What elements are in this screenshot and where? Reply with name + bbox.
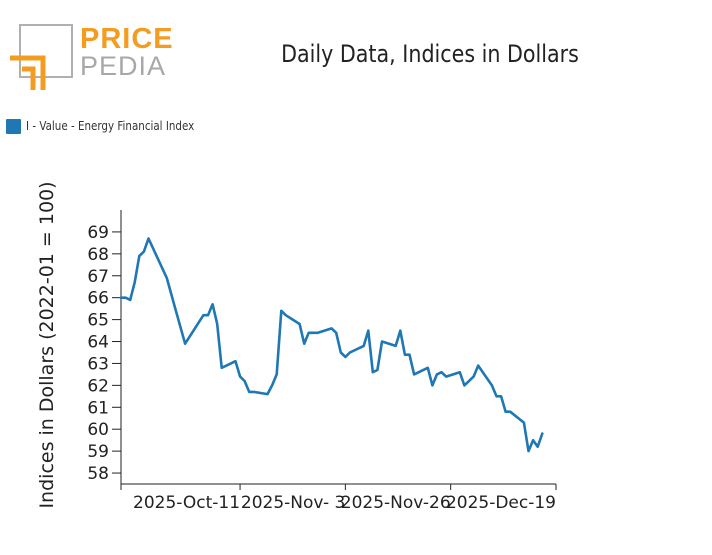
y-axis-label: Indices in Dollars (2022-01 = 100)	[36, 181, 58, 508]
x-tick-label: 2025-Nov- 3	[241, 493, 345, 513]
series-line	[119, 237, 544, 453]
logo-word-price: PRICE	[80, 23, 174, 55]
x-tick-label: 2025-Dec-19	[446, 493, 556, 513]
y-tick-label: 66	[87, 289, 109, 309]
legend-label: I - Value - Energy Financial Index	[26, 119, 195, 133]
logo-word-pedia: PEDIA	[80, 51, 167, 81]
y-tick-label: 69	[87, 223, 109, 243]
x-tick-label: 2025-Oct-11	[133, 493, 240, 513]
pricepedia-logo	[10, 24, 73, 90]
legend-swatch	[6, 118, 21, 134]
x-axis: 2025-Oct-11 2025-Nov- 32025-Nov-262025-De…	[120, 483, 557, 513]
y-tick-label: 61	[87, 398, 109, 418]
y-tick-label: 67	[87, 267, 109, 287]
logo-mark	[10, 24, 73, 90]
chart-title: Daily Data, Indices in Dollars	[281, 40, 579, 68]
series-layer	[119, 237, 544, 453]
y-tick-label: 68	[87, 245, 109, 265]
y-tick-label: 62	[87, 376, 109, 396]
y-tick-label: 65	[87, 311, 109, 331]
x-tick-label: 2025-Nov-26	[341, 493, 451, 513]
y-tick-label: 63	[87, 354, 109, 374]
legend[interactable]: I - Value - Energy Financial Index	[6, 118, 222, 134]
y-tick-label: 59	[87, 442, 109, 462]
y-tick-label: 64	[87, 333, 109, 353]
y-tick-label: 60	[87, 420, 109, 440]
y-tick-label: 58	[87, 464, 109, 484]
